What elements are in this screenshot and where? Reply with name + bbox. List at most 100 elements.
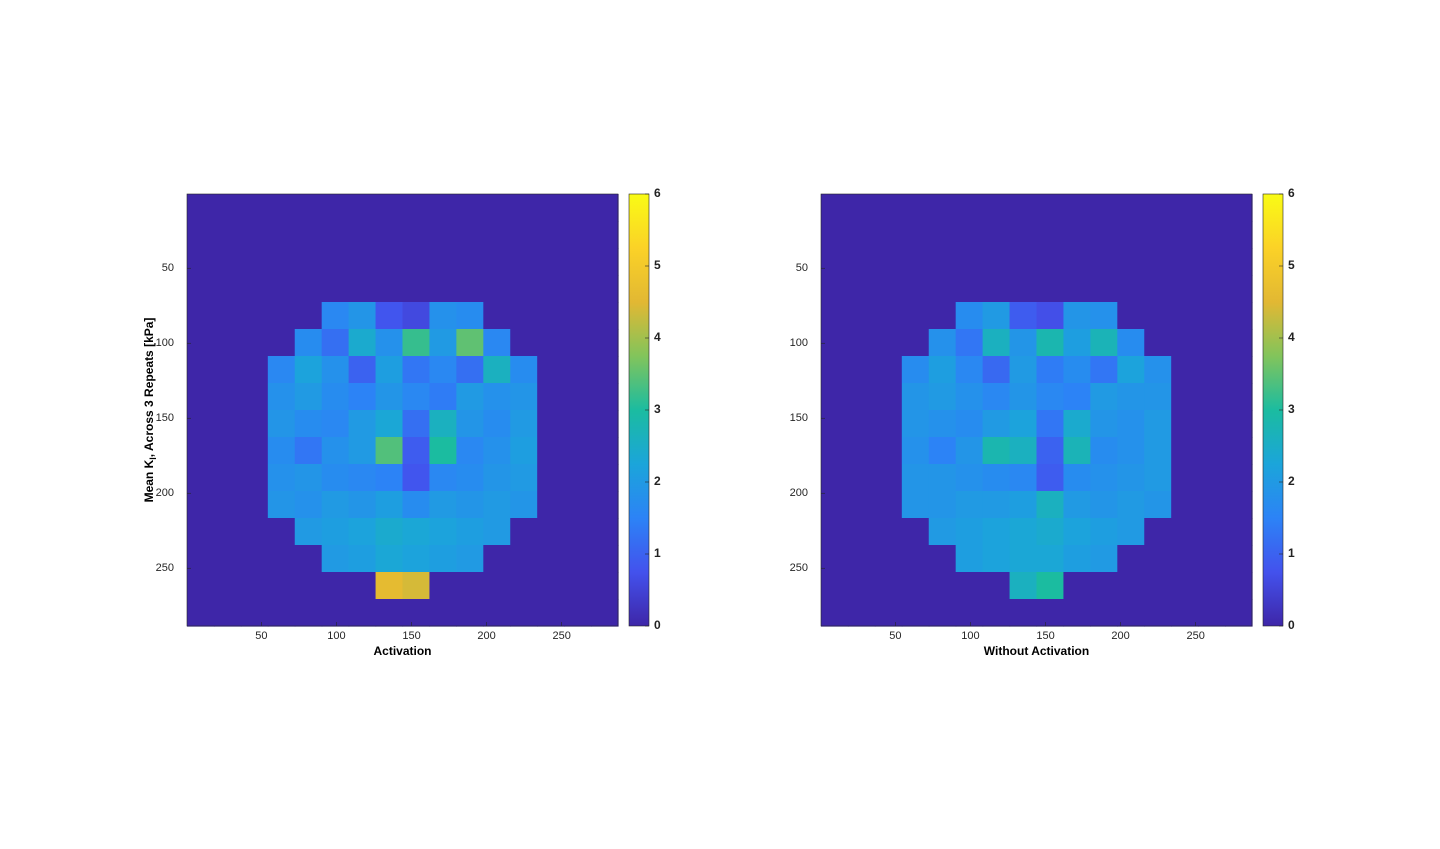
heat-cell	[240, 437, 269, 465]
heat-cell	[240, 518, 269, 546]
heat-cell	[375, 275, 404, 303]
heat-cell	[510, 545, 538, 573]
heat-cell	[1117, 329, 1145, 357]
heat-cell	[456, 491, 484, 519]
x-tick-label: 50	[255, 630, 267, 642]
y-axis-label-part: , Across 3 Repeats [kPa]	[142, 318, 156, 458]
heat-cell	[1063, 356, 1091, 384]
heat-cell	[483, 383, 511, 411]
heat-cell	[1198, 437, 1226, 465]
heat-cell	[982, 491, 1011, 519]
heat-cell	[928, 599, 957, 627]
heat-cell	[1198, 518, 1226, 546]
colorbar-tick-label: 6	[1288, 186, 1295, 200]
heat-cell	[901, 329, 930, 357]
heat-cell	[564, 221, 592, 249]
heat-cell	[1117, 599, 1145, 627]
heat-cell	[1144, 464, 1172, 492]
heat-cell	[901, 410, 930, 438]
heat-cell	[187, 194, 215, 222]
heat-cell	[928, 329, 957, 357]
heat-cell	[1198, 599, 1226, 627]
heat-cell	[348, 491, 377, 519]
heat-cell	[1117, 275, 1145, 303]
heat-cell	[1171, 221, 1199, 249]
heat-cell	[402, 194, 431, 222]
heat-cell	[1144, 302, 1172, 330]
heat-cell	[375, 599, 404, 627]
heat-cell	[874, 248, 903, 276]
heat-cell	[375, 491, 404, 519]
heat-cell	[982, 221, 1011, 249]
heat-cell	[1036, 410, 1065, 438]
heat-cell	[1225, 518, 1253, 546]
heat-cell	[240, 356, 269, 384]
heat-cell	[1171, 464, 1199, 492]
heat-cell	[847, 221, 876, 249]
heat-cell	[1144, 356, 1172, 384]
heat-cell	[537, 518, 565, 546]
heat-cell	[955, 329, 984, 357]
heat-cell	[591, 410, 619, 438]
heat-cell	[1144, 383, 1172, 411]
heat-cell	[375, 221, 404, 249]
heat-cell	[510, 491, 538, 519]
heat-cell	[1117, 464, 1145, 492]
heat-cell	[187, 221, 215, 249]
y-axis-label-part: l	[148, 457, 158, 460]
heat-cell	[928, 545, 957, 573]
heat-cell	[267, 329, 296, 357]
x-tick-label: 150	[402, 630, 420, 642]
heat-cell	[982, 248, 1011, 276]
heat-cell	[1063, 545, 1091, 573]
heat-cell	[429, 410, 457, 438]
heat-cell	[213, 437, 242, 465]
heat-cell	[348, 599, 377, 627]
heat-cell	[429, 599, 457, 627]
y-tick-label: 100	[156, 337, 174, 349]
heat-cell	[1198, 194, 1226, 222]
heat-cell	[1036, 491, 1065, 519]
heat-cell	[321, 437, 350, 465]
heat-cell	[901, 572, 930, 600]
heat-cell	[1063, 329, 1091, 357]
heat-cell	[821, 410, 849, 438]
colorbar-tick-label: 6	[654, 186, 661, 200]
heat-cell	[874, 491, 903, 519]
heat-cell	[821, 545, 849, 573]
heat-cell	[1036, 302, 1065, 330]
heat-cell	[267, 194, 296, 222]
heat-cell	[874, 221, 903, 249]
heat-cell	[1117, 518, 1145, 546]
heat-cell	[901, 545, 930, 573]
heat-cell	[348, 248, 377, 276]
heat-cell	[1009, 329, 1038, 357]
heat-cell	[1225, 491, 1253, 519]
heat-cell	[1171, 491, 1199, 519]
heat-cell	[821, 464, 849, 492]
heat-cell	[321, 248, 350, 276]
heat-cell	[483, 248, 511, 276]
heat-cell	[213, 302, 242, 330]
heat-cell	[213, 545, 242, 573]
heat-cell	[375, 302, 404, 330]
heat-cell	[901, 302, 930, 330]
heat-cell	[429, 383, 457, 411]
heat-cell	[375, 329, 404, 357]
heat-cell	[1171, 275, 1199, 303]
heat-cell	[429, 356, 457, 384]
heat-cell	[955, 599, 984, 627]
heat-cell	[1090, 383, 1118, 411]
heat-cell	[1117, 410, 1145, 438]
heat-cell	[321, 383, 350, 411]
heat-cell	[874, 383, 903, 411]
heat-cell	[187, 302, 215, 330]
heat-cell	[982, 275, 1011, 303]
heat-cell	[187, 545, 215, 573]
heat-cell	[821, 572, 849, 600]
heat-cell	[1063, 275, 1091, 303]
heat-cell	[213, 572, 242, 600]
heat-cell	[240, 599, 269, 627]
heat-cell	[187, 275, 215, 303]
